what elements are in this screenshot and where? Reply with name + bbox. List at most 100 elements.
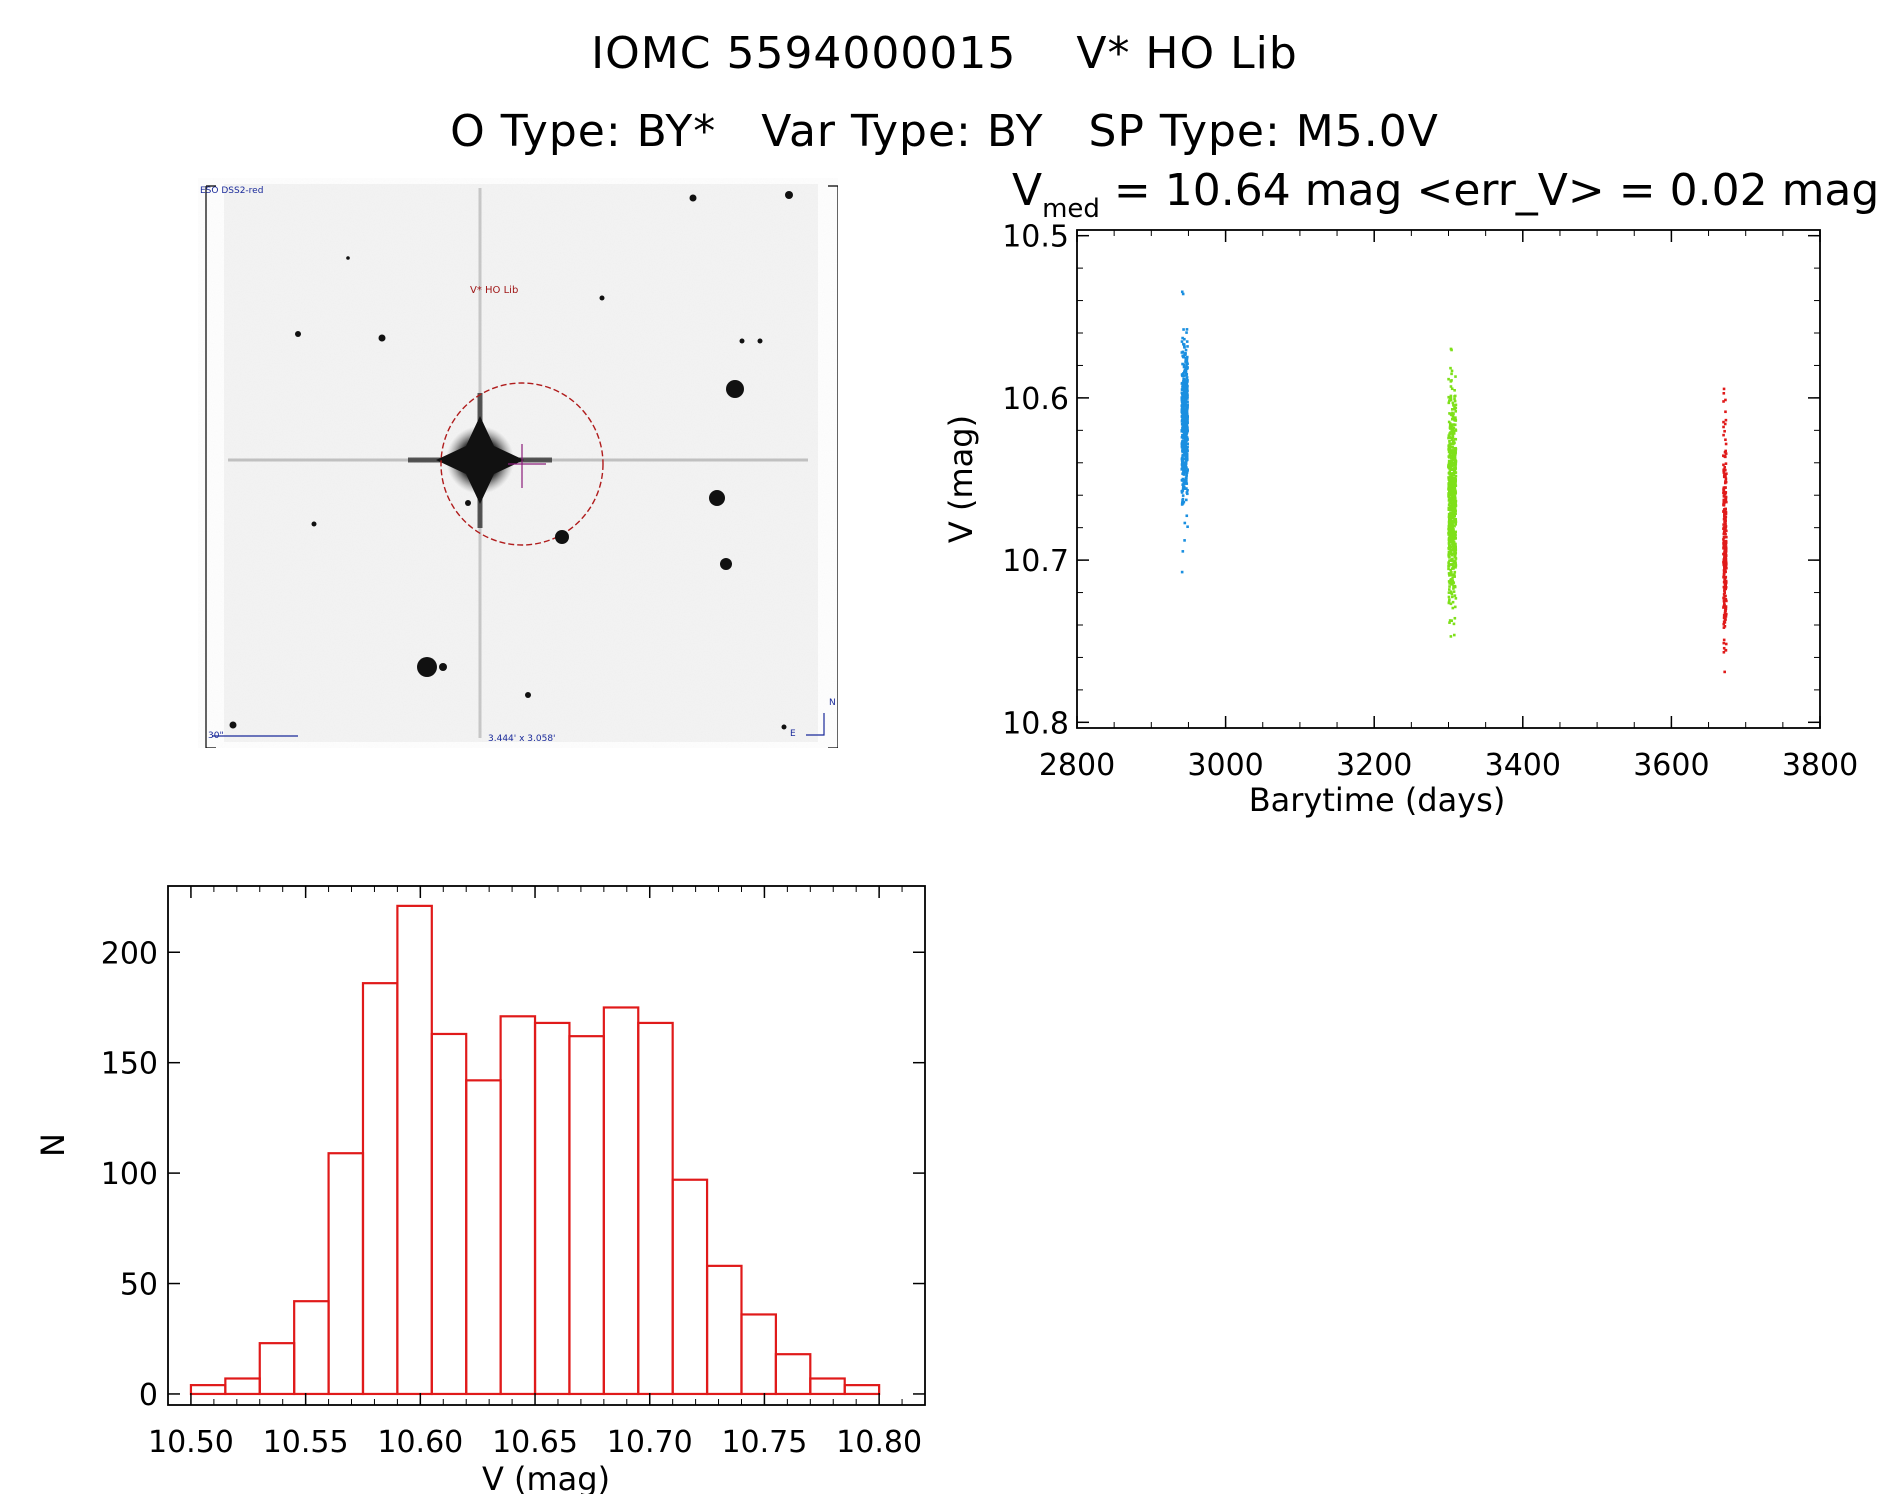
lc-point-series-0 [1181,472,1184,476]
lc-point-series-2 [1722,593,1726,596]
lc-point-series-0 [1186,419,1189,422]
hist-bar [843,1384,881,1396]
lc-point-series-1 [1451,478,1454,482]
lc-point-series-2 [1724,560,1728,563]
lc-point-series-0 [1183,391,1187,395]
lc-point-series-1 [1447,446,1451,449]
lc-point-series-1 [1453,616,1457,620]
lc-xtick-label: 3400 [1485,748,1561,783]
lc-point-series-0 [1180,382,1184,385]
lc-point-series-1 [1453,469,1456,472]
lc-point-series-1 [1451,548,1454,552]
lc-xtick-label: 2800 [1039,748,1115,783]
lc-point-series-2 [1722,510,1726,513]
lc-point-series-1 [1447,466,1451,470]
lc-point-series-2 [1724,587,1728,591]
lc-point-series-0 [1183,370,1187,373]
lc-point-series-2 [1722,552,1725,556]
lc-point-series-0 [1180,398,1184,402]
compass-east-label: E [790,729,796,739]
lc-point-series-1 [1449,385,1453,388]
lc-point-series-1 [1452,457,1456,461]
lc-point-series-0 [1186,449,1189,453]
lc-point-series-1 [1447,595,1451,599]
lc-axes: 2800 3000 3200 3400 3600 3800 10.5 10.6 10.7 10.8 [1002,220,1858,783]
lc-point-series-1 [1449,559,1453,562]
lc-point-series-1 [1448,547,1451,550]
lc-point-series-1 [1453,585,1457,588]
lc-point-series-1 [1451,524,1455,527]
lc-point-series-1 [1447,527,1450,531]
fov-label: 3.444' x 3.058' [488,734,556,744]
lc-point-series-1 [1454,597,1458,600]
lc-point-series-1 [1454,509,1457,513]
lc-point-series-1 [1453,514,1457,518]
lc-ytick-label: 10.6 [1002,382,1069,417]
scale-label: 30" [208,731,224,741]
lc-point-series-2 [1722,425,1725,429]
lc-point-series-1 [1450,570,1453,574]
lc-point-series-2 [1722,620,1726,624]
hist-bar [327,1152,365,1396]
lc-point-series-2 [1724,512,1728,516]
lc-point-series-1 [1448,489,1452,493]
lc-point-series-2 [1724,570,1727,574]
lc-point-series-0 [1186,397,1189,400]
lc-point-series-1 [1449,425,1452,428]
lc-xtick-label: 3200 [1336,748,1412,783]
lc-point-series-1 [1449,514,1453,517]
lc-point-series-1 [1451,488,1455,492]
lc-point-series-1 [1454,416,1457,419]
lc-ytick-label: 10.5 [1002,220,1069,255]
target-aperture-circle [440,382,604,546]
lc-point-series-1 [1448,588,1451,591]
lc-point-series-1 [1447,507,1451,511]
lc-point-series-0 [1185,458,1188,461]
lc-point-series-1 [1454,462,1458,466]
hist-bar [499,1015,537,1396]
lc-point-series-1 [1449,525,1453,529]
lc-point-series-1 [1449,578,1452,582]
hist-bar [774,1353,812,1396]
lc-point-series-0 [1183,426,1186,430]
lc-point-series-0 [1181,494,1185,497]
lc-point-series-1 [1447,561,1450,564]
lc-point-series-2 [1722,526,1726,529]
lc-point-series-1 [1454,522,1458,526]
lc-point-series-0 [1185,382,1189,386]
lc-point-series-0 [1180,463,1184,467]
lc-point-series-1 [1451,557,1454,561]
lc-point-series-1 [1449,432,1452,435]
lc-point-series-1 [1448,485,1451,489]
lc-point-series-2 [1724,541,1728,545]
finder-chart-image [205,184,839,749]
lc-point-series-1 [1453,388,1456,392]
lc-point-series-0 [1181,419,1185,423]
lc-point-series-1 [1452,520,1455,524]
lc-point-series-1 [1448,501,1451,505]
lc-point-series-0 [1182,481,1186,484]
lc-point-series-1 [1447,377,1450,381]
lc-point-series-0 [1186,366,1189,370]
lc-point-series-1 [1454,549,1457,552]
lc-point-series-1 [1447,572,1451,575]
lc-point-series-2 [1723,568,1727,572]
lc-point-series-2 [1724,495,1728,499]
lc-point-series-0 [1181,453,1185,457]
lc-point-series-1 [1451,563,1454,567]
lc-point-series-0 [1185,414,1188,418]
lc-point-series-1 [1453,467,1456,471]
lc-point-series-2 [1724,477,1728,481]
lc-point-series-0 [1185,431,1189,435]
lc-point-series-1 [1451,442,1455,445]
lc-point-series-1 [1447,524,1451,528]
hist-bar [740,1313,777,1396]
lc-point-series-1 [1449,515,1453,519]
lc-point-series-0 [1183,388,1187,392]
lc-point-series-0 [1185,482,1189,485]
lc-point-series-2 [1723,556,1726,560]
lc-point-series-0 [1181,426,1184,430]
lc-point-series-0 [1183,433,1186,436]
lc-point-series-1 [1447,463,1450,467]
lc-point-series-0 [1182,431,1186,434]
